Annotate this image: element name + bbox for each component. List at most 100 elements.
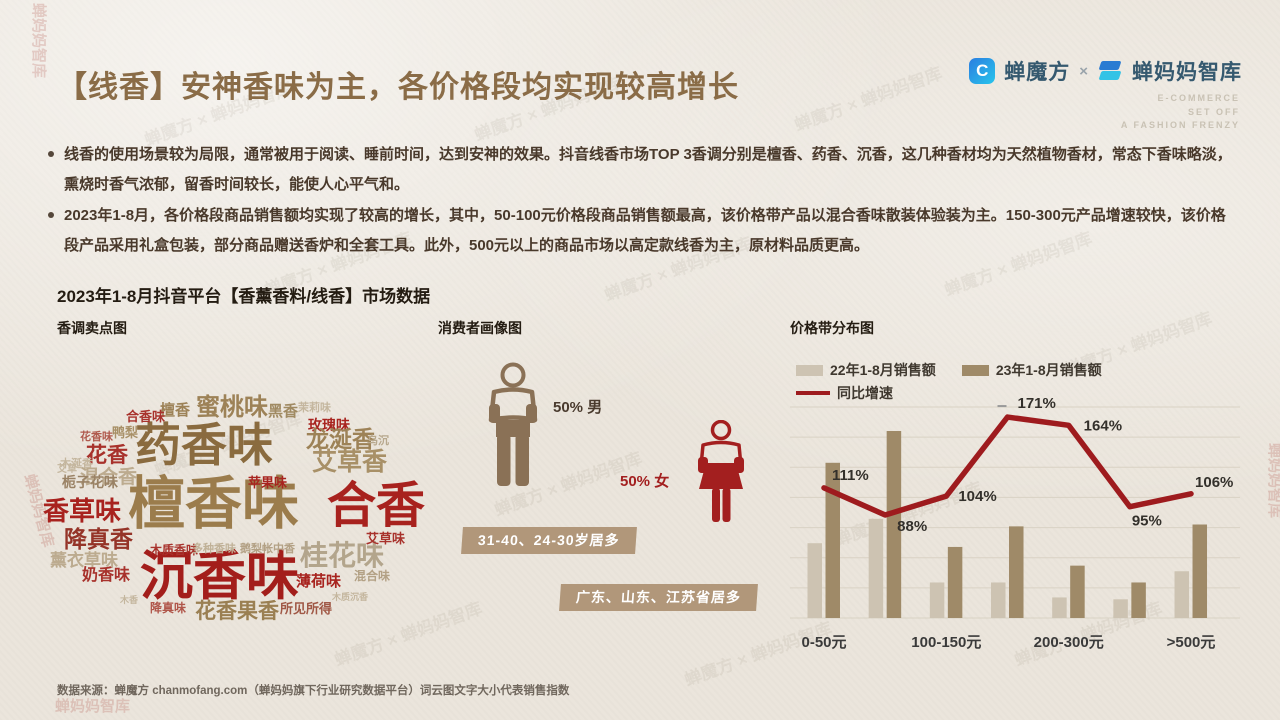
consumer-heading: 消费者画像图 [438,320,522,336]
wordcloud-word: 蜜桃味 [196,394,268,421]
chanmama-zhiku-logo-icon [1097,58,1123,84]
bullet-dot-icon [48,212,54,219]
legend-item: 22年1-8月销售额 [796,360,936,380]
wordcloud-canvas: 药香味 檀香味 合香 沉香味 蜜桃味 檀香 合香味 黑香 茉莉味 玫瑰味 龙涎香 乌沉 艾草香 花香味 鸭梨… [40,346,440,664]
wordcloud-word: 玫瑰味 [308,417,350,433]
wordcloud-word: 药香味 [135,419,273,471]
chanmofang-logo-text: 蝉魔方 [1004,61,1071,84]
wordcloud-word: 苹果味 [248,475,288,490]
bar-2022 [1174,571,1190,618]
price-band-chart: 111% 88% 104% 171% 164% 95% 106% 0-50元 100-150元 2… [790,395,1240,651]
wordcloud-word: 乌沉 [367,435,389,447]
logo-tagline: E-COMMERCE SET OFF A FASHION FRENZY [1121,92,1240,133]
bar-2023 [1009,526,1024,618]
bullet-dot-icon [48,151,54,157]
chart-legend-row-2: 同比增速 [796,383,893,403]
yoy-growth-label: 106% [1195,474,1233,491]
wordcloud-word: 木质沉香 [332,592,369,602]
bar-2022 [929,582,945,618]
wordcloud-word: 黑香 [268,403,299,420]
yoy-growth-label: 111% [832,467,869,484]
bar-2022 [868,518,884,618]
wordcloud-word: 薄荷味 [296,573,342,590]
wordcloud-word: 木香 [120,595,139,605]
bar-2022 [807,543,822,618]
section-title: 2023年1-8月抖音平台【香薰香料/线香】市场数据 [57,287,431,306]
wordcloud-word: 花香味 [80,431,113,443]
x-axis-tick-label: 100-150元 [911,634,981,651]
wordcloud-word: 薰衣草味 [50,551,118,570]
region-badge: 广东、山东、江苏省居多 [559,584,758,611]
x-axis-tick-label: 200-300元 [1034,634,1104,651]
wordcloud-word: 合香 [327,479,426,533]
bar-2022 [1052,597,1067,618]
wordcloud-word: 降真香 [64,526,133,552]
legend-item: 23年1-8月销售额 [961,360,1102,380]
chanmama-zhiku-logo-text: 蝉妈妈智库 [1132,61,1242,84]
wordcloud-heading: 香调卖点图 [57,320,127,336]
wordcloud-word: 艾草味 [366,531,406,546]
female-figure-icon [698,420,744,522]
legend-swatch-2023 [961,364,989,376]
chart-heading: 价格带分布图 [790,320,874,336]
wordcloud-word: 木质香味 [150,543,199,557]
chart-legend-row-1: 22年1-8月销售额 23年1-8月销售额 [796,360,1102,380]
wordcloud-word: 所见所得 [280,601,333,616]
data-source-footnote: 数据来源：蝉魔方 chanmofang.com（蝉妈妈旗下行业研究数据平台）词云… [57,685,570,697]
legend-item: 同比增速 [796,383,893,403]
brand-logos: C 蝉魔方 × 蝉妈妈智库 [969,56,1242,86]
tagline-line: SET OFF [1188,106,1240,117]
legend-label: 23年1-8月销售额 [995,362,1102,378]
yoy-growth-label: 104% [958,488,996,505]
bar-2023 [1192,524,1208,618]
bullet-text: 2023年1-8月，各价格段商品销售额均实现了较高的增长，其中，50-100元价… [64,207,1226,255]
male-figure-icon [488,362,538,486]
page-title: 【线香】安神香味为主，各价格段均实现较高增长 [57,71,739,104]
bullet-item: 线香的使用场景较为局限，通常被用于阅读、睡前时间，达到安神的效果。抖音线香市场T… [48,140,1236,199]
yoy-growth-label: 88% [897,518,927,535]
legend-swatch-2022 [796,364,823,376]
wordcloud-word: 檀香味 [128,472,299,536]
wordcloud-word: 花香 [86,444,128,467]
logo-times-separator: × [1079,62,1088,80]
tagline-line: E-COMMERCE [1157,93,1240,103]
age-badge: 31-40、24-30岁居多 [461,527,637,554]
yoy-growth-line [821,414,1194,518]
wordcloud-word: 合香味 [126,409,166,424]
bar-2023 [947,546,963,618]
wordcloud-word: 桂花味 [300,540,385,571]
watermark-text: 蝉魔方 × 蝉妈妈智库 [792,63,945,135]
wordcloud-word: 艾草 [57,464,77,475]
bullet-text: 线香的使用场景较为局限，通常被用于阅读、睡前时间，达到安神的效果。抖音线香市场T… [64,146,1232,193]
wordcloud-word: 沉香味 [140,547,299,606]
legend-label: 同比增速 [837,385,893,401]
summary-bullets: 线香的使用场景较为局限，通常被用于阅读、睡前时间，达到安神的效果。抖音线香市场T… [48,140,1236,263]
wordcloud-word: 奶香味 [82,567,131,584]
tagline-line: A FASHION FRENZY [1120,120,1240,130]
yoy-growth-label: 164% [1084,417,1122,434]
yoy-growth-label: 95% [1132,513,1162,530]
legend-line-swatch [796,391,830,395]
wordcloud-word: 混合香 [80,467,138,488]
legend-label: 22年1-8月销售额 [830,362,936,378]
bullet-item: 2023年1-8月，各价格段商品销售额均实现了较高的增长，其中，50-100元价… [48,201,1236,260]
wordcloud-word: 混合味 [354,569,391,583]
female-percentage-label: 50% 女 [620,473,670,490]
wordcloud-word: 茉莉味 [298,402,331,414]
bar-2023 [1131,582,1146,618]
x-axis-tick-label: >500元 [1167,634,1216,651]
x-axis-tick-label: 0-50元 [801,634,846,651]
wordcloud-word: 艾草香 [312,448,388,476]
yoy-growth-label: 171% [1018,395,1056,412]
wordcloud-word: 龙涎香 [306,426,375,452]
wordcloud-word: 鹅梨帐中香 [240,543,295,555]
watermark-red-text: 蝉妈妈智库 [30,2,48,79]
wordcloud-word: 鸭梨 [112,425,139,440]
chanmofang-logo-icon: C [969,58,996,84]
wordcloud-word: 木涎香 [60,458,93,470]
watermark-red-text: 蝉妈妈智库 [55,698,131,715]
bar-2023 [1070,565,1085,618]
bar-2023 [825,462,840,618]
wordcloud-word: 栀子花味 [62,474,118,490]
wordcloud-word: 多种香味 [192,543,236,555]
